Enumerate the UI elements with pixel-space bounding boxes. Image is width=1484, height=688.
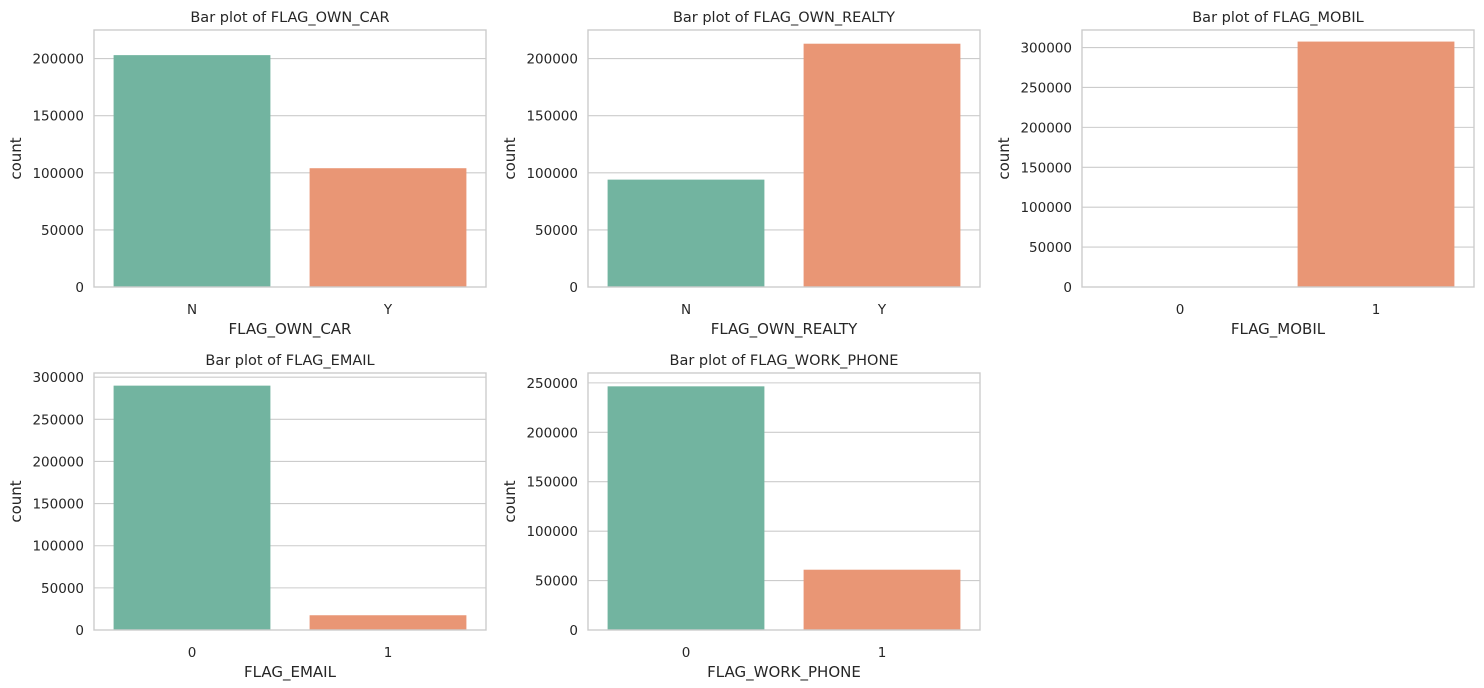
y-tick-label: 150000 <box>32 497 84 513</box>
bar-1 <box>803 569 961 630</box>
y-tick-label: 100000 <box>32 166 84 182</box>
y-tick-label: 150000 <box>526 109 578 125</box>
y-tick-label: 50000 <box>41 223 84 239</box>
bar-N <box>607 179 765 287</box>
x-tick-label: 0 <box>1176 302 1185 318</box>
chart-title: Bar plot of FLAG_OWN_REALTY <box>673 10 895 26</box>
y-tick-label: 50000 <box>535 574 578 590</box>
x-tick-label: 0 <box>682 645 691 661</box>
y-tick-label: 100000 <box>1020 200 1072 216</box>
bar-0 <box>607 386 765 630</box>
y-tick-label: 0 <box>569 280 578 296</box>
y-tick-label: 200000 <box>1020 120 1072 136</box>
bar-1 <box>1297 41 1455 287</box>
y-axis-label: count <box>501 480 519 522</box>
chart-title: Bar plot of FLAG_OWN_CAR <box>190 10 389 26</box>
x-tick-label: Y <box>877 302 887 318</box>
y-tick-label: 100000 <box>32 539 84 555</box>
y-tick-label: 300000 <box>1020 41 1072 57</box>
x-tick-label: Y <box>383 302 393 318</box>
subplot-3: 0 50000 100000 150000 200000 250000 300000 0 1 Ba… <box>995 10 1475 339</box>
y-tick-label: 250000 <box>1020 80 1072 96</box>
x-tick-label: 1 <box>384 645 393 661</box>
x-tick-label: 1 <box>1372 302 1381 318</box>
y-tick-label: 0 <box>569 623 578 639</box>
y-tick-label: 200000 <box>32 52 84 68</box>
plot-frame <box>93 372 487 631</box>
y-tick-label: 50000 <box>535 223 578 239</box>
y-tick-label: 200000 <box>526 425 578 441</box>
subplot-1: 0 50000 100000 150000 200000 N Y Bar plot of FL… <box>7 10 487 339</box>
subplot-4: 0 50000 100000 150000 200000 250000 300000 0 1 Ba… <box>7 353 487 682</box>
x-axis-label: FLAG_OWN_CAR <box>229 320 352 339</box>
x-tick-label: 1 <box>878 645 887 661</box>
y-tick-label: 0 <box>75 623 84 639</box>
bar-Y <box>803 43 961 287</box>
subplot-2: 0 50000 100000 150000 200000 N Y Bar plot of FL… <box>501 10 981 339</box>
y-tick-label: 150000 <box>1020 160 1072 176</box>
y-tick-label: 50000 <box>1029 240 1072 256</box>
chart-title: Bar plot of FLAG_WORK_PHONE <box>670 353 899 369</box>
x-tick-label: 0 <box>188 645 197 661</box>
plot-frame <box>93 29 487 288</box>
y-tick-label: 150000 <box>32 109 84 125</box>
plot-frame <box>587 372 981 631</box>
y-tick-label: 0 <box>1063 280 1072 296</box>
y-tick-label: 200000 <box>32 454 84 470</box>
chart-title: Bar plot of FLAG_EMAIL <box>205 353 374 369</box>
x-tick-label: N <box>681 302 691 318</box>
y-tick-label: 0 <box>75 280 84 296</box>
y-tick-label: 50000 <box>41 581 84 597</box>
x-axis-label: FLAG_WORK_PHONE <box>707 663 861 682</box>
x-axis-label: FLAG_EMAIL <box>244 663 337 682</box>
plot-frame <box>587 29 981 288</box>
bar-1 <box>309 615 467 630</box>
bar-0 <box>113 385 271 630</box>
y-tick-label: 100000 <box>526 166 578 182</box>
y-axis-label: count <box>7 480 25 522</box>
y-tick-label: 300000 <box>32 370 84 386</box>
plot-frame <box>1081 29 1475 288</box>
y-tick-label: 150000 <box>526 475 578 491</box>
y-tick-label: 200000 <box>526 52 578 68</box>
y-axis-label: count <box>501 137 519 179</box>
y-tick-label: 250000 <box>32 412 84 428</box>
x-axis-label: FLAG_OWN_REALTY <box>711 320 858 339</box>
x-tick-label: N <box>187 302 197 318</box>
y-axis-label: count <box>995 137 1013 179</box>
bar-Y <box>309 168 467 287</box>
subplot-5: 0 50000 100000 150000 200000 250000 0 1 Bar plot… <box>501 353 981 682</box>
x-axis-label: FLAG_MOBIL <box>1231 320 1326 339</box>
chart-title: Bar plot of FLAG_MOBIL <box>1192 10 1364 26</box>
y-tick-label: 250000 <box>526 376 578 392</box>
bar-N <box>113 55 271 287</box>
y-tick-label: 100000 <box>526 524 578 540</box>
y-axis-label: count <box>7 137 25 179</box>
